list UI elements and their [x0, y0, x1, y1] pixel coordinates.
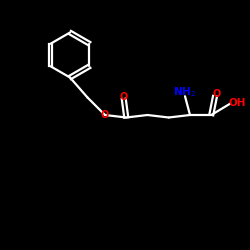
Text: O: O — [212, 89, 220, 99]
Text: O: O — [101, 110, 109, 120]
Text: OH: OH — [228, 98, 246, 108]
Text: NH$_2$: NH$_2$ — [174, 85, 197, 99]
Text: O: O — [120, 92, 128, 102]
